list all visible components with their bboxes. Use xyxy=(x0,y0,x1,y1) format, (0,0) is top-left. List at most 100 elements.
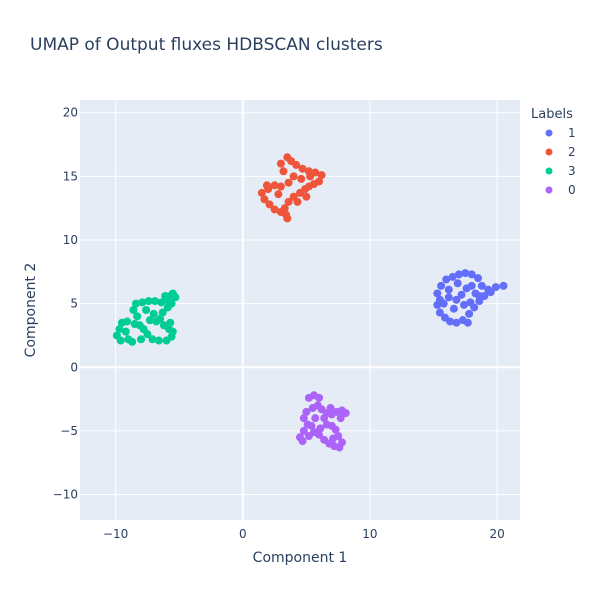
data-point xyxy=(465,309,474,318)
data-point xyxy=(435,308,444,317)
x-tick-label: −10 xyxy=(103,527,128,541)
x-tick-label: 0 xyxy=(239,527,247,541)
data-point xyxy=(315,430,324,439)
data-point xyxy=(337,438,346,447)
data-point xyxy=(274,190,283,199)
legend-label: 0 xyxy=(568,183,576,197)
data-point xyxy=(260,195,269,204)
data-point xyxy=(449,304,458,313)
data-point xyxy=(336,414,345,423)
legend-marker xyxy=(545,167,553,175)
data-point xyxy=(460,300,469,309)
legend-marker xyxy=(545,186,553,194)
data-point xyxy=(171,293,180,302)
data-point xyxy=(475,292,484,300)
data-point xyxy=(154,336,163,345)
data-point xyxy=(284,197,293,206)
data-point xyxy=(151,297,160,306)
data-point xyxy=(298,164,307,173)
data-points xyxy=(112,153,508,452)
series-3 xyxy=(112,289,180,346)
data-point xyxy=(293,197,302,206)
data-point xyxy=(276,159,285,168)
data-point xyxy=(329,434,338,443)
legend-title: Labels xyxy=(531,107,573,122)
data-point xyxy=(163,303,172,312)
data-point xyxy=(145,316,154,325)
y-tick-label: 10 xyxy=(63,233,78,247)
data-point xyxy=(442,275,451,284)
data-point xyxy=(440,313,449,322)
data-point xyxy=(142,306,151,314)
data-point xyxy=(454,270,463,279)
data-point xyxy=(135,321,144,330)
y-tick-label: 20 xyxy=(63,106,78,120)
data-point xyxy=(474,274,483,283)
y-tick-label: −10 xyxy=(53,488,78,502)
legend-item-1[interactable]: 1 xyxy=(545,126,576,140)
data-point xyxy=(453,279,462,288)
legend-label: 2 xyxy=(568,145,576,159)
legend-item-0[interactable]: 0 xyxy=(545,183,576,197)
legend-item-2[interactable]: 2 xyxy=(545,145,576,159)
data-point xyxy=(452,318,461,327)
data-point xyxy=(452,295,461,304)
data-point xyxy=(128,337,137,346)
data-point xyxy=(302,407,311,416)
data-point xyxy=(326,404,335,412)
x-axis-label: Component 1 xyxy=(253,550,348,566)
data-point xyxy=(341,409,350,418)
data-point xyxy=(289,172,298,181)
data-point xyxy=(283,214,292,223)
data-point xyxy=(439,299,448,308)
data-point xyxy=(121,327,130,336)
data-point xyxy=(463,318,472,327)
data-point xyxy=(311,414,320,423)
data-point xyxy=(116,336,125,345)
data-point xyxy=(262,181,271,190)
x-tick-label: 10 xyxy=(362,527,377,541)
data-point xyxy=(297,174,306,183)
data-point xyxy=(306,172,315,181)
y-tick-label: 15 xyxy=(63,169,78,183)
legend-item-3[interactable]: 3 xyxy=(545,164,576,178)
data-point xyxy=(270,205,279,214)
data-point xyxy=(299,426,308,435)
data-point xyxy=(166,318,175,327)
data-point xyxy=(486,288,495,297)
chart-title: UMAP of Output fluxes HDBSCAN clusters xyxy=(30,35,383,55)
data-point xyxy=(276,208,285,216)
data-point xyxy=(123,317,132,326)
data-point xyxy=(298,437,307,446)
data-point xyxy=(444,293,453,302)
data-point xyxy=(302,192,311,201)
data-point xyxy=(466,298,475,307)
data-point xyxy=(444,285,453,294)
x-tick-label: 20 xyxy=(489,527,504,541)
y-axis-ticks: −10 −5 0 5 10 15 20 xyxy=(53,106,78,502)
data-point xyxy=(158,308,167,317)
data-point xyxy=(299,414,308,423)
data-point xyxy=(137,335,146,344)
data-point xyxy=(448,272,457,281)
data-point xyxy=(257,188,266,197)
data-point xyxy=(461,269,470,278)
data-point xyxy=(279,167,288,176)
data-point xyxy=(161,292,170,300)
data-point xyxy=(276,182,285,191)
legend[interactable]: Labels 1 2 3 0 xyxy=(531,107,576,197)
data-point xyxy=(467,281,476,290)
data-point xyxy=(284,178,293,187)
legend-label: 1 xyxy=(568,126,576,140)
data-point xyxy=(433,289,442,298)
series-1 xyxy=(433,269,508,327)
data-point xyxy=(477,281,486,290)
data-point xyxy=(144,297,153,306)
series-0 xyxy=(296,391,350,452)
data-point xyxy=(491,283,500,292)
y-tick-label: −5 xyxy=(60,424,78,438)
series-2 xyxy=(257,153,326,223)
data-point xyxy=(317,171,326,180)
y-tick-label: 0 xyxy=(70,360,78,374)
